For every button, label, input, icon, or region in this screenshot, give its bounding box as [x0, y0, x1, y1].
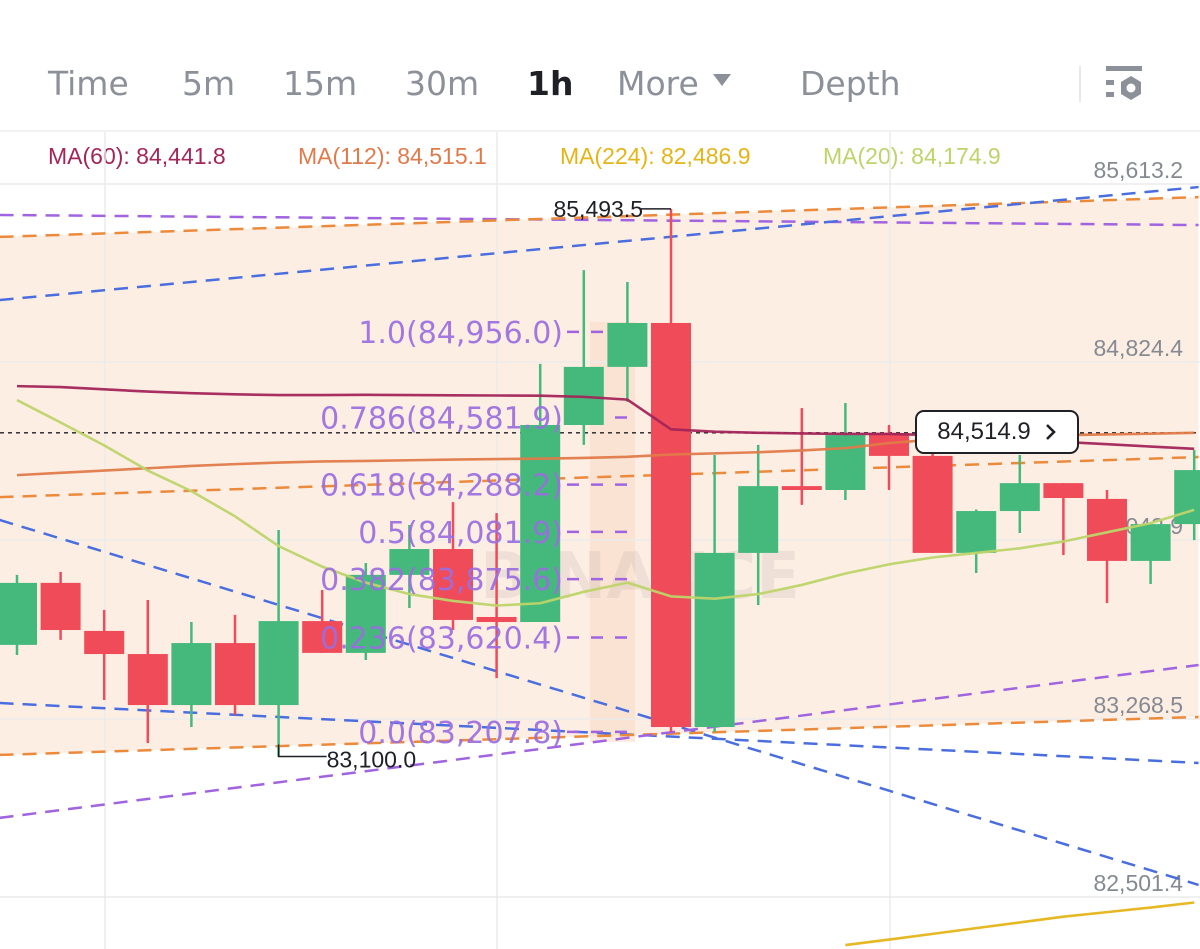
candle — [0, 574, 37, 655]
candle-body — [171, 643, 212, 706]
ma-line-MA20 — [16, 398, 1195, 607]
fib-level-label: 0.786(84,581.9) — [320, 401, 563, 436]
candle — [651, 208, 691, 732]
candle-body — [912, 455, 953, 553]
candle — [84, 609, 125, 701]
candle — [607, 282, 648, 402]
candle — [825, 403, 866, 501]
candle-body — [1130, 524, 1171, 561]
fib-level-label: 0.236(83,620.4) — [320, 621, 563, 656]
candle — [215, 614, 255, 715]
y-axis-label: 85,613.2 — [1093, 157, 1183, 183]
legend-ma60: MA(60): 84,441.8 — [48, 143, 226, 169]
candle — [40, 571, 81, 640]
caret-down-icon — [712, 73, 731, 86]
low-marker-label: 83,100.0 — [327, 747, 417, 773]
tab-30m[interactable]: 30m — [405, 64, 480, 103]
y-axis-label: 84,824.4 — [1093, 335, 1183, 361]
trendline-orange — [0, 455, 1199, 499]
candle — [345, 562, 386, 660]
fib-level-label: 1.0(84,956.0) — [358, 316, 563, 351]
ma-line-MA224 — [845, 901, 1195, 947]
candle-body — [40, 582, 81, 631]
candle-body — [258, 621, 299, 706]
trendline-purple — [0, 663, 1199, 820]
candle-body — [869, 433, 909, 456]
candle-body — [0, 582, 37, 645]
tab-time[interactable]: Time — [48, 64, 129, 103]
candle — [127, 600, 168, 744]
tab-more[interactable]: More — [617, 64, 731, 103]
tab-1h[interactable]: 1h — [527, 64, 574, 103]
candle — [171, 622, 212, 728]
candle — [433, 502, 473, 631]
candle — [1087, 489, 1127, 604]
candle-body — [999, 483, 1040, 512]
candle-body — [651, 322, 691, 728]
candle-body — [738, 486, 779, 553]
current-price-label: 84,514.9 — [937, 418, 1031, 445]
candle-body — [389, 549, 430, 575]
fib-level-label: 0.618(84,288.2) — [320, 469, 563, 504]
high-marker-label: 85,493.5 — [553, 196, 643, 222]
candle — [1130, 524, 1171, 585]
candle-body — [956, 511, 997, 553]
y-axis-label: 82,501.4 — [1093, 870, 1183, 896]
tab-15m[interactable]: 15m — [283, 64, 358, 103]
divider — [1079, 66, 1081, 102]
candle-body — [825, 435, 866, 490]
trendline-blue — [0, 518, 1199, 887]
candle-body — [84, 630, 125, 655]
tab-more-label: More — [617, 64, 699, 103]
candle — [476, 513, 517, 679]
fib-level-label: 0.0(83,207.8) — [358, 716, 563, 751]
candle — [956, 509, 997, 574]
fib-level-label: 0.382(83,875.6) — [320, 563, 563, 598]
candle-body — [433, 549, 473, 620]
candle-body — [694, 552, 735, 728]
candle-body — [302, 621, 343, 653]
legend-ma224: MA(224): 82,486.9 — [560, 143, 751, 169]
tab-5m[interactable]: 5m — [182, 64, 236, 103]
y-axis-label: 83,268.5 — [1093, 692, 1183, 718]
chart-settings-icon[interactable] — [1104, 64, 1146, 104]
fib-level-label: 0.5(84,081.9) — [358, 516, 563, 551]
trendline-orange — [0, 195, 1199, 239]
candle — [694, 454, 735, 732]
trendline-blue — [0, 185, 1199, 302]
candlestick-chart[interactable]: BINANCE85,613.284,824.484,042.983,268.58… — [0, 132, 1200, 949]
candle — [781, 408, 822, 505]
candle-body — [127, 654, 168, 706]
candle-body — [1043, 483, 1084, 498]
candle — [912, 440, 953, 553]
low-marker-line — [277, 744, 327, 758]
candle — [258, 530, 299, 757]
chevron-right-icon — [1045, 424, 1056, 440]
trendline-orange — [0, 715, 1199, 757]
candle — [738, 444, 779, 606]
candle — [999, 454, 1040, 534]
trendline-purple — [0, 213, 1199, 227]
legend-ma20: MA(20): 84,174.9 — [823, 143, 1001, 169]
candle-body — [607, 322, 648, 367]
candle-body — [345, 574, 386, 653]
candle-body — [476, 616, 517, 623]
candle — [869, 425, 909, 490]
candle — [1043, 483, 1084, 555]
candle-body — [781, 486, 822, 490]
candle — [302, 589, 343, 653]
interval-tabs: Time 5m 15m 30m 1h More Depth — [0, 0, 1200, 132]
legend-ma112: MA(112): 84,515.1 — [298, 143, 487, 169]
candle-body — [215, 643, 255, 706]
tab-depth[interactable]: Depth — [800, 64, 901, 103]
current-price-tag[interactable]: 84,514.9 — [915, 410, 1079, 454]
